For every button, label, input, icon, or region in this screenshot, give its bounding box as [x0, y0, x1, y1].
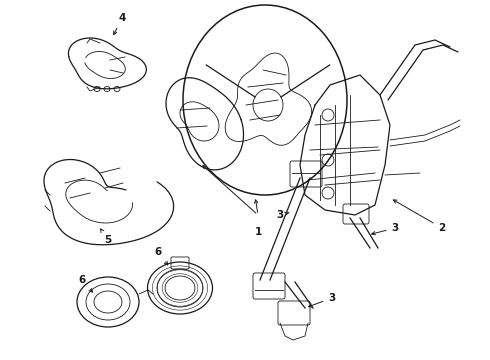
- Text: 3: 3: [276, 210, 289, 220]
- Text: 6: 6: [78, 275, 93, 292]
- Text: 3: 3: [309, 293, 336, 307]
- Text: 5: 5: [100, 229, 112, 245]
- Text: 2: 2: [393, 200, 445, 233]
- Text: 3: 3: [372, 223, 399, 235]
- Text: 1: 1: [254, 227, 262, 237]
- Text: 4: 4: [114, 13, 126, 35]
- Text: 6: 6: [154, 247, 168, 265]
